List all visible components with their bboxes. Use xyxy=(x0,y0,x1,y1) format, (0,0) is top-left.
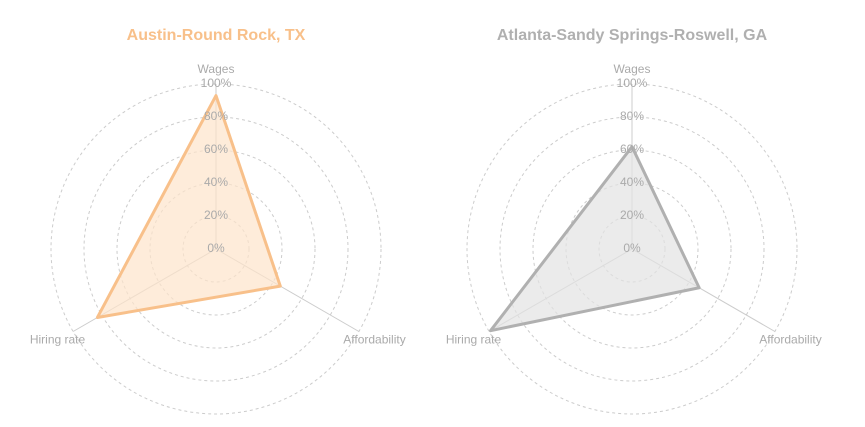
r-tick-label: 100% xyxy=(201,76,232,90)
grid-circle xyxy=(499,116,765,382)
grid-circle xyxy=(565,182,699,316)
r-tick-label: 100% xyxy=(617,76,648,90)
axis-label: Wages xyxy=(198,62,235,76)
grid-circle xyxy=(532,149,732,349)
grid-circle xyxy=(466,83,798,415)
axis-label: Hiring rate xyxy=(446,333,502,347)
grid-circle xyxy=(149,182,283,316)
r-tick-label: 80% xyxy=(204,109,228,123)
r-tick-label: 60% xyxy=(204,142,228,156)
grid-circle xyxy=(50,83,382,415)
axis-label: Hiring rate xyxy=(30,333,86,347)
r-tick-label: 20% xyxy=(620,208,644,222)
r-tick-label: 40% xyxy=(620,175,644,189)
chart-title: Austin-Round Rock, TX xyxy=(127,27,306,44)
r-tick-label: 0% xyxy=(207,241,225,255)
r-tick-label: 60% xyxy=(620,142,644,156)
chart-title: Atlanta-Sandy Springs-Roswell, GA xyxy=(497,27,768,44)
r-tick-label: 0% xyxy=(623,241,641,255)
axis-label: Affordability xyxy=(759,333,821,347)
r-tick-label: 20% xyxy=(204,208,228,222)
r-tick-label: 40% xyxy=(204,175,228,189)
grid-circle xyxy=(116,149,316,349)
axis-label: Affordability xyxy=(343,333,405,347)
radar-area xyxy=(95,94,282,319)
r-tick-label: 80% xyxy=(620,109,644,123)
radar-area xyxy=(489,145,701,333)
grid-circle xyxy=(83,116,349,382)
axis-label: Wages xyxy=(614,62,651,76)
